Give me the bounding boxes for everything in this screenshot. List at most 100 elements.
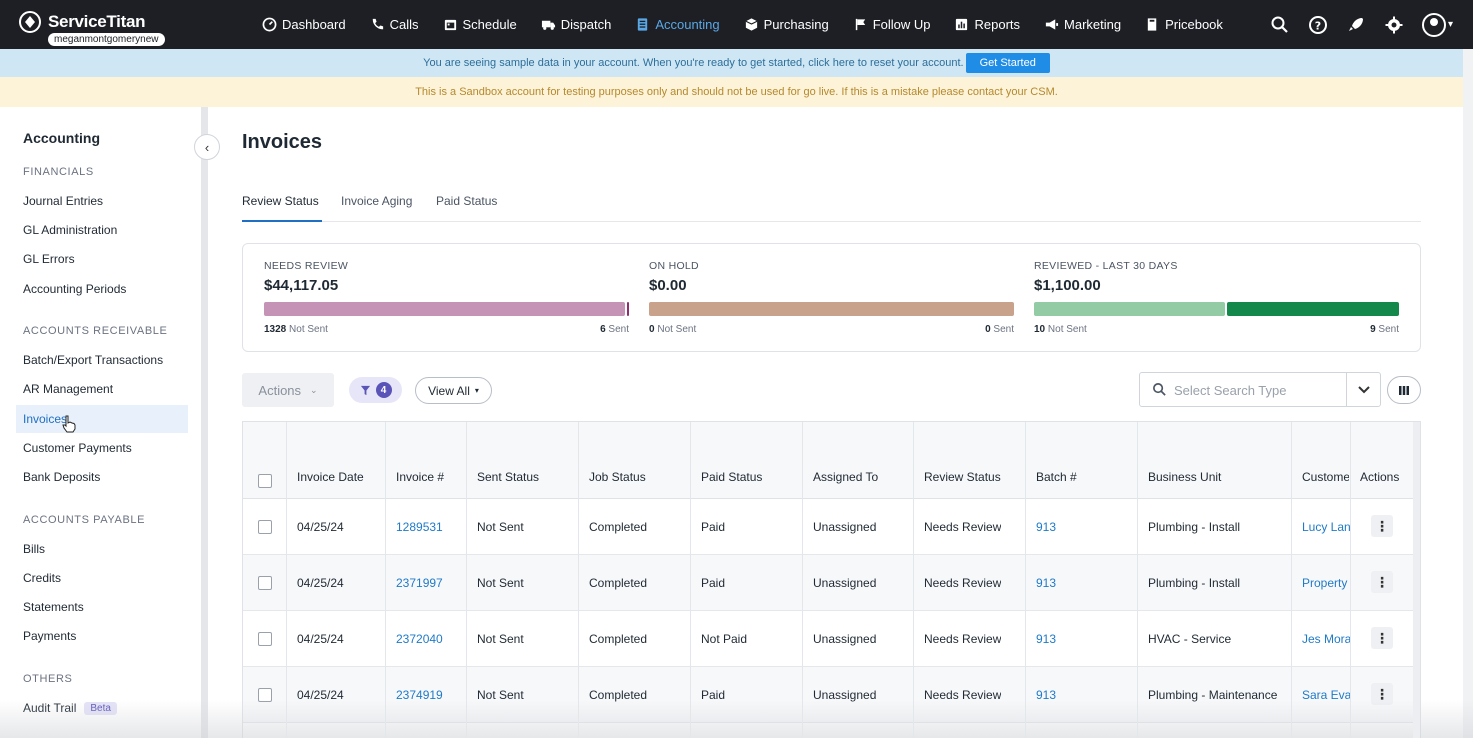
- column-divider: [690, 422, 691, 738]
- row-actions-menu-icon[interactable]: ⋮: [1371, 515, 1393, 537]
- nav-label: Pricebook: [1165, 17, 1223, 32]
- nav-pricebook[interactable]: Pricebook: [1145, 17, 1223, 32]
- column-header-paid-status[interactable]: Paid Status: [701, 470, 763, 484]
- nav-calls[interactable]: Calls: [370, 17, 419, 32]
- sidebar-item-journal-entries[interactable]: Journal Entries: [16, 187, 188, 215]
- logo[interactable]: ServiceTitan meganmontgomerynew: [18, 8, 178, 46]
- column-header-customer[interactable]: Custome: [1302, 470, 1349, 484]
- row-checkbox[interactable]: [258, 576, 272, 590]
- cell-customer[interactable]: Sara Eva: [1302, 688, 1350, 702]
- sidebar-item-bills[interactable]: Bills: [16, 535, 188, 563]
- sidebar-title: Accounting: [23, 130, 100, 146]
- row-checkbox[interactable]: [258, 632, 272, 646]
- cell-batch[interactable]: 913: [1036, 520, 1057, 534]
- sidebar-scrollbar[interactable]: [201, 107, 208, 738]
- cell-customer[interactable]: Property: [1302, 576, 1348, 590]
- column-header-invoice-date[interactable]: Invoice Date: [297, 470, 364, 484]
- cell-review: Needs Review: [924, 520, 1002, 534]
- cell-customer[interactable]: Jes Mora: [1302, 632, 1350, 646]
- summary-label: NEEDS REVIEW: [264, 260, 349, 272]
- sidebar-item-gl-errors[interactable]: GL Errors: [16, 245, 188, 273]
- sidebar-item-bank-deposits[interactable]: Bank Deposits: [16, 463, 188, 491]
- sidebar-item-gl-administration[interactable]: GL Administration: [16, 216, 188, 244]
- sidebar-item-customer-payments[interactable]: Customer Payments: [16, 434, 188, 462]
- table-row[interactable]: 04/25/24 2371997 Not Sent Completed Paid Unas…: [243, 555, 1413, 611]
- cell-review: Needs Review: [924, 576, 1002, 590]
- sidebar-item-audit-trail[interactable]: Audit Trail Beta: [16, 694, 188, 722]
- beta-badge: Beta: [84, 701, 117, 715]
- user-avatar-icon[interactable]: [1421, 12, 1446, 37]
- nav-schedule[interactable]: Schedule: [443, 17, 517, 32]
- column-header-job-status[interactable]: Job Status: [589, 470, 646, 484]
- column-header-business-unit[interactable]: Business Unit: [1148, 470, 1222, 484]
- cell-invoice[interactable]: 2372040: [396, 632, 443, 646]
- cell-unit: HVAC - Service: [1148, 632, 1232, 646]
- view-all-dropdown[interactable]: View All ▾: [415, 377, 492, 404]
- row-checkbox[interactable]: [258, 688, 272, 702]
- cell-invoice[interactable]: 2371997: [396, 576, 443, 590]
- tab-review-status[interactable]: Review Status: [242, 194, 322, 222]
- cell-batch[interactable]: 913: [1036, 688, 1057, 702]
- page-scrollbar[interactable]: [1463, 49, 1473, 738]
- column-header-review-status[interactable]: Review Status: [924, 470, 1001, 484]
- column-header-sent-status[interactable]: Sent Status: [477, 470, 540, 484]
- gear-icon[interactable]: [1384, 15, 1404, 35]
- flag-icon: [855, 18, 865, 31]
- column-settings-button[interactable]: [1387, 376, 1421, 404]
- summary-on-hold[interactable]: ON HOLD $0.00 0 Not Sent 0 Sent: [649, 244, 1014, 353]
- nav-accounting[interactable]: Accounting: [635, 17, 720, 32]
- column-header-actions[interactable]: Actions: [1360, 470, 1400, 484]
- sidebar-item-statements[interactable]: Statements: [16, 593, 188, 621]
- get-started-button[interactable]: Get Started: [965, 53, 1050, 73]
- tab-paid-status[interactable]: Paid Status: [436, 194, 498, 208]
- nav-dashboard[interactable]: Dashboard: [262, 17, 346, 32]
- nav-marketing[interactable]: Marketing: [1044, 17, 1121, 32]
- summary-needs-review[interactable]: NEEDS REVIEW $44,117.05 1328 Not Sent 6 Sen…: [264, 244, 629, 353]
- column-header-invoice[interactable]: Invoice #: [396, 470, 445, 484]
- nav-dispatch[interactable]: Dispatch: [541, 17, 611, 32]
- table-row[interactable]: 04/25/24 2374919 Not Sent Completed Paid Unas…: [243, 667, 1413, 723]
- actions-button[interactable]: Actions ⌄: [242, 373, 334, 407]
- tab-invoice-aging[interactable]: Invoice Aging: [341, 194, 413, 208]
- nav-purchasing[interactable]: Purchasing: [744, 17, 829, 32]
- cell-batch[interactable]: 913: [1036, 632, 1057, 646]
- row-checkbox[interactable]: [258, 520, 272, 534]
- nav-follow-up[interactable]: Follow Up: [853, 17, 930, 32]
- columns-icon: [1399, 385, 1409, 395]
- sidebar-item-payments[interactable]: Payments: [16, 622, 188, 650]
- sidebar-item-ar-management[interactable]: AR Management: [16, 375, 188, 403]
- column-header-batch[interactable]: Batch #: [1036, 470, 1077, 484]
- search-icon[interactable]: [1270, 15, 1290, 35]
- cell-invoice[interactable]: 2374919: [396, 688, 443, 702]
- sidebar-item-accounting-periods[interactable]: Accounting Periods: [16, 275, 188, 303]
- reviewed-not-sent-bar: [1034, 302, 1225, 316]
- sidebar-item-credits[interactable]: Credits: [16, 564, 188, 592]
- tab-bar: Review Status Invoice Aging Paid Status: [242, 190, 1421, 222]
- rocket-icon[interactable]: [1346, 15, 1366, 35]
- cell-batch[interactable]: 913: [1036, 576, 1057, 590]
- chevron-down-icon[interactable]: ▾: [1447, 19, 1453, 30]
- cell-invoice[interactable]: 1289531: [396, 520, 443, 534]
- search-input[interactable]: [1174, 380, 1339, 400]
- cell-customer[interactable]: Lucy Lan: [1302, 520, 1350, 534]
- sidebar-item-invoices[interactable]: Invoices: [16, 405, 188, 433]
- chart-icon: [956, 18, 968, 31]
- sidebar-item-batch-export-transactions[interactable]: Batch/Export Transactions: [16, 346, 188, 374]
- help-icon[interactable]: ?: [1308, 15, 1328, 35]
- select-all-checkbox[interactable]: [258, 474, 272, 488]
- needs-review-sent-bar: [627, 302, 629, 316]
- table-row[interactable]: 04/25/24 2372040 Not Sent Completed Not Paid…: [243, 611, 1413, 667]
- collapse-sidebar-button[interactable]: ‹: [194, 134, 220, 160]
- column-header-assigned-to[interactable]: Assigned To: [813, 470, 879, 484]
- summary-reviewed-last-30-days[interactable]: REVIEWED - LAST 30 DAYS $1,100.00 10 Not S…: [1034, 244, 1399, 353]
- row-actions-menu-icon[interactable]: ⋮: [1371, 571, 1393, 593]
- filter-chip[interactable]: 4: [349, 377, 402, 403]
- table-scrollbar[interactable]: [1413, 422, 1420, 738]
- nav-reports[interactable]: Reports: [954, 17, 1020, 32]
- cell-sent: Not Sent: [477, 520, 524, 534]
- row-actions-menu-icon[interactable]: ⋮: [1371, 683, 1393, 705]
- row-actions-menu-icon[interactable]: ⋮: [1371, 627, 1393, 649]
- cell-paid: Not Paid: [701, 632, 748, 646]
- search-type-dropdown[interactable]: [1346, 373, 1380, 406]
- table-row[interactable]: 04/25/24 1289531 Not Sent Completed Paid Unas…: [243, 499, 1413, 555]
